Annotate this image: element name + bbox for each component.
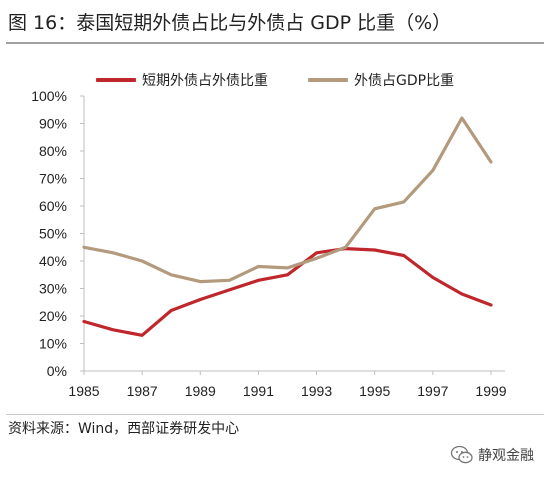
legend-item-gdp-ratio: 外债占GDP比重 xyxy=(308,70,454,90)
legend-label-gdp-ratio: 外债占GDP比重 xyxy=(354,73,455,89)
x-tick-label: 1989 xyxy=(185,383,216,399)
y-tick-label: 40% xyxy=(39,253,67,269)
y-tick-label: 100% xyxy=(31,88,67,104)
y-tick-label: 20% xyxy=(39,308,67,324)
y-tick-label: 60% xyxy=(39,198,67,214)
watermark: 静观金融 xyxy=(450,444,534,466)
source-note: 资料来源：Wind，西部证券研发中心 xyxy=(8,421,240,437)
y-tick-label: 70% xyxy=(39,171,67,187)
series-line-gdp-ratio xyxy=(82,116,493,284)
legend-swatch-gdp-ratio xyxy=(308,78,348,82)
x-tick-label: 1993 xyxy=(301,383,332,399)
y-tick-label: 30% xyxy=(39,281,67,297)
x-tick-label: 1997 xyxy=(417,383,448,399)
y-tick-label: 10% xyxy=(39,336,67,352)
x-tick-label: 1987 xyxy=(127,383,158,399)
x-tick-label: 1991 xyxy=(243,383,274,399)
y-tick-label: 80% xyxy=(39,143,67,159)
y-tick-label: 0% xyxy=(47,363,67,379)
y-tick-label: 50% xyxy=(39,226,67,242)
watermark-label: 静观金融 xyxy=(478,448,534,464)
x-tick-label: 1999 xyxy=(475,383,506,399)
source-divider xyxy=(6,414,544,415)
x-tick-label: 1995 xyxy=(359,383,390,399)
legend-label-short-term: 短期外债占外债比重 xyxy=(142,73,268,89)
chart-legend: 短期外债占外债比重 外债占GDP比重 xyxy=(96,70,494,90)
series-line-short-term xyxy=(82,247,493,337)
wechat-icon xyxy=(450,445,473,464)
legend-swatch-short-term xyxy=(96,78,136,82)
legend-item-short-term: 短期外债占外债比重 xyxy=(96,70,268,90)
y-tick-label: 90% xyxy=(39,116,67,132)
title-divider xyxy=(6,42,544,44)
x-tick-label: 1985 xyxy=(68,383,99,399)
figure-title: 图 16：泰国短期外债占比与外债占 GDP 比重（%） xyxy=(8,12,452,34)
